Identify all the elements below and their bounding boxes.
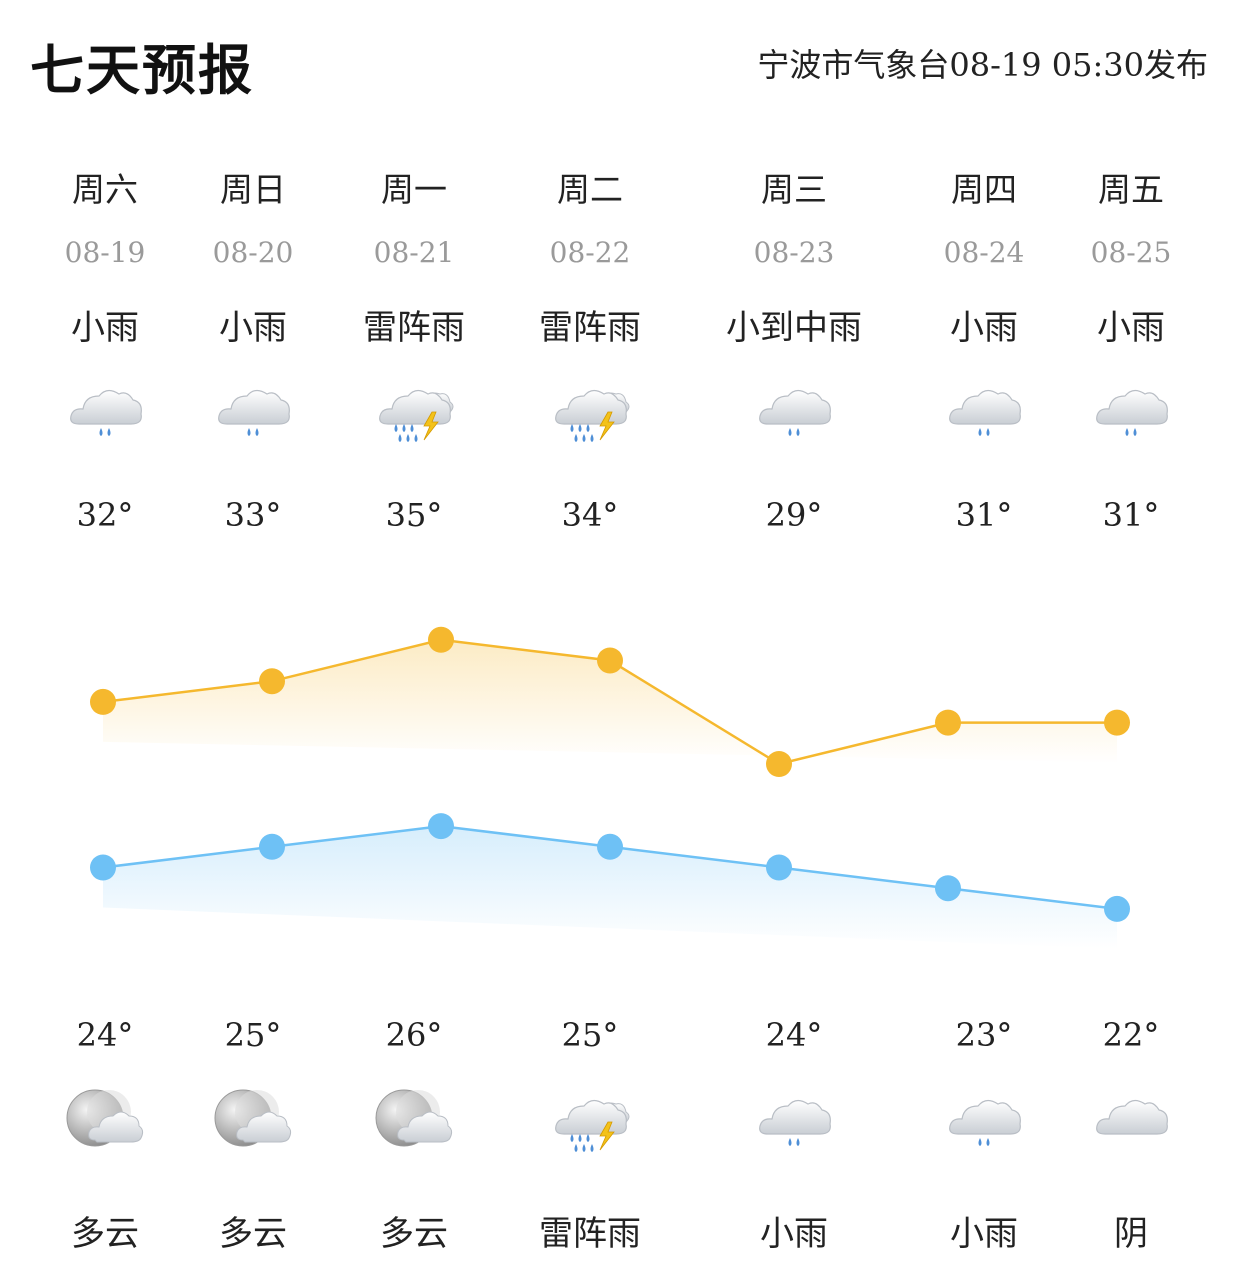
low-temp-point (259, 833, 285, 860)
low-temp-point (766, 854, 792, 881)
date-label: 08-19 (64, 236, 146, 269)
night-weather-label: 小雨 (760, 1214, 828, 1254)
high-temp-label: 31° (955, 496, 1013, 534)
light-rain-icon (1091, 372, 1171, 442)
high-temp-point (428, 626, 454, 653)
low-temp-label: 22° (1102, 1016, 1160, 1054)
thunderstorm-icon (550, 1082, 630, 1152)
low-temp-label: 25° (224, 1016, 282, 1054)
high-temp-label: 32° (76, 496, 134, 534)
day-weather-label: 小到中雨 (726, 308, 862, 348)
partly-cloudy-night-icon (65, 1082, 145, 1152)
night-weather-label: 阴 (1114, 1214, 1148, 1254)
low-temp-point (597, 833, 623, 860)
low-temp-label: 26° (385, 1016, 443, 1054)
date-label: 08-24 (943, 236, 1025, 269)
low-temp-label: 23° (955, 1016, 1013, 1054)
high-temp-point (766, 751, 792, 777)
series-glow (103, 639, 1117, 764)
date-label: 08-21 (373, 236, 455, 269)
low-temp-label: 24° (765, 1016, 823, 1054)
overcast-icon (1091, 1082, 1171, 1152)
day-weather-label: 小雨 (950, 308, 1018, 348)
high-temp-point (935, 709, 961, 736)
high-temp-label: 33° (224, 496, 282, 534)
thunderstorm-icon (374, 372, 454, 442)
night-weather-label: 小雨 (950, 1214, 1018, 1254)
high-temp-label: 29° (765, 496, 823, 534)
temperature-line-chart (90, 626, 1130, 949)
high-temp-point (259, 668, 285, 695)
light-rain-icon (213, 372, 293, 442)
day-weather-label: 小雨 (1097, 308, 1165, 348)
date-label: 08-25 (1090, 236, 1172, 269)
series-glow (103, 826, 1117, 949)
low-temp-label: 25° (561, 1016, 619, 1054)
day-weather-label: 雷阵雨 (363, 308, 465, 348)
partly-cloudy-night-icon (374, 1082, 454, 1152)
low-temp-point (428, 813, 454, 840)
thunderstorm-icon (550, 372, 630, 442)
weekday-label: 周五 (1098, 170, 1164, 209)
publish-source: 宁波市气象台08-19 05:30发布 (757, 46, 1208, 84)
weekday-label: 周六 (72, 170, 138, 209)
light-rain-icon (944, 1082, 1024, 1152)
high-temp-label: 31° (1102, 496, 1160, 534)
light-rain-icon (944, 372, 1024, 442)
day-weather-label: 雷阵雨 (539, 308, 641, 348)
night-weather-label: 雷阵雨 (539, 1214, 641, 1254)
high-temp-point (1104, 709, 1130, 736)
light-rain-icon (754, 372, 834, 442)
night-weather-label: 多云 (71, 1214, 139, 1254)
weekday-label: 周四 (951, 170, 1017, 209)
weekday-label: 周二 (557, 170, 623, 209)
night-weather-label: 多云 (219, 1214, 287, 1254)
low-temp-point (1104, 895, 1130, 922)
high-temp-label: 35° (385, 496, 443, 534)
date-label: 08-23 (753, 236, 835, 269)
light-rain-icon (754, 1082, 834, 1152)
low-temp-point (90, 854, 116, 881)
high-temp-point (597, 647, 623, 674)
date-label: 08-20 (212, 236, 294, 269)
light-rain-icon (65, 372, 145, 442)
weekday-label: 周日 (220, 170, 286, 209)
partly-cloudy-night-icon (213, 1082, 293, 1152)
page-title: 七天预报 (30, 39, 254, 102)
weekday-label: 周三 (761, 170, 827, 209)
high-temp-point (90, 688, 116, 715)
weekday-label: 周一 (381, 170, 447, 209)
low-temp-label: 24° (76, 1016, 134, 1054)
low-temp-point (935, 875, 961, 902)
day-weather-label: 小雨 (71, 308, 139, 348)
night-weather-label: 多云 (380, 1214, 448, 1254)
date-label: 08-22 (549, 236, 631, 269)
high-temp-label: 34° (561, 496, 619, 534)
day-weather-label: 小雨 (219, 308, 287, 348)
